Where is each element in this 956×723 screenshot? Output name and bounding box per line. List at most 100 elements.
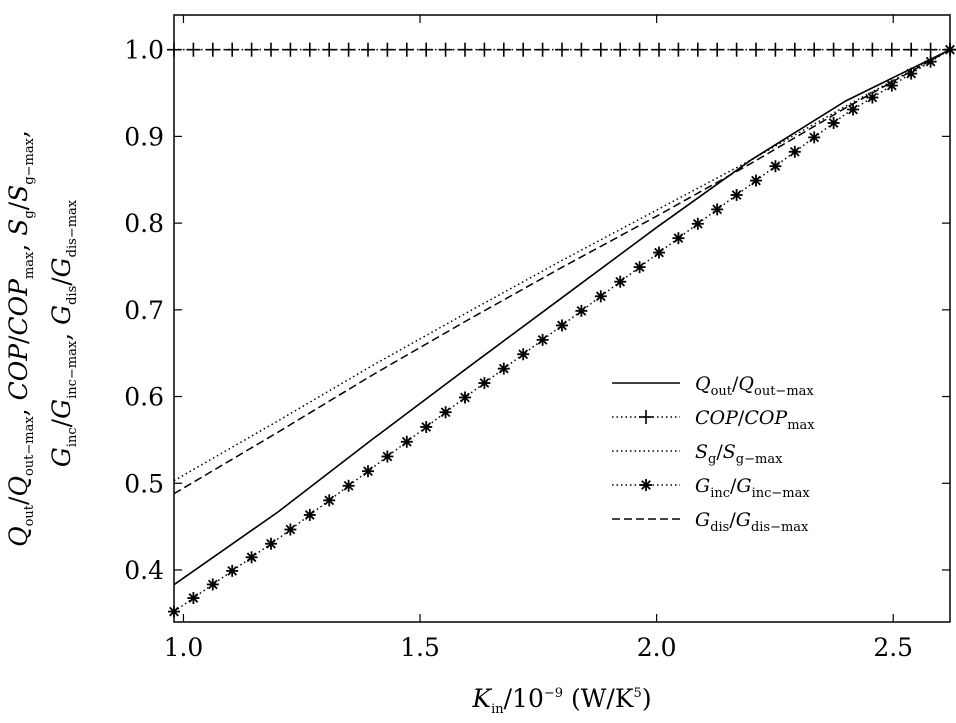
data-point: [749, 43, 763, 57]
x-axis-label: Kin/10−9 (W/K5): [471, 684, 651, 717]
data-point: [419, 43, 433, 57]
data-point: [459, 391, 471, 403]
y-tick-label: 1.0: [124, 36, 164, 65]
data-point: [865, 43, 879, 57]
data-point: [304, 509, 316, 521]
data-point: [536, 43, 550, 57]
data-point: [401, 436, 413, 448]
series-layer: [167, 43, 956, 618]
data-point: [634, 261, 646, 273]
data-point: [323, 494, 335, 506]
data-point: [828, 117, 840, 129]
data-point: [477, 43, 491, 57]
series-3: [168, 44, 956, 618]
series-0: [174, 50, 950, 585]
data-point: [556, 319, 568, 331]
data-point: [343, 480, 355, 492]
x-tick-label: 1.5: [400, 633, 440, 662]
data-point: [574, 43, 588, 57]
data-point: [652, 43, 666, 57]
data-point: [420, 421, 432, 433]
data-point: [186, 43, 200, 57]
data-point: [361, 43, 375, 57]
data-point: [478, 377, 490, 389]
data-point: [788, 43, 802, 57]
y-tick-label: 0.5: [124, 469, 164, 498]
data-point: [498, 363, 510, 375]
data-point: [731, 189, 743, 201]
data-point: [225, 43, 239, 57]
series-line: [174, 50, 950, 494]
data-point: [380, 43, 394, 57]
data-point: [458, 43, 472, 57]
data-point: [808, 131, 820, 143]
legend-label: Gdis/Gdis−max: [695, 509, 809, 535]
data-point: [516, 43, 530, 57]
data-point: [750, 175, 762, 187]
y-tick-label: 0.7: [124, 296, 164, 325]
data-point: [439, 43, 453, 57]
series-1: [167, 43, 956, 57]
data-point: [614, 276, 626, 288]
series-line: [174, 50, 950, 585]
data-point: [362, 465, 374, 477]
data-point: [381, 450, 393, 462]
legend-entry: Ginc/Ginc−max: [612, 475, 810, 501]
legend-marker: [640, 479, 652, 491]
data-point: [537, 334, 549, 346]
data-point: [207, 578, 219, 590]
data-point: [730, 43, 744, 57]
data-point: [400, 43, 414, 57]
data-point: [710, 43, 724, 57]
data-point: [264, 43, 278, 57]
data-point: [246, 551, 258, 563]
legend-label: Sg/Sg−max: [695, 441, 783, 467]
data-point: [342, 43, 356, 57]
data-point: [827, 43, 841, 57]
data-point: [846, 43, 860, 57]
data-point: [904, 43, 918, 57]
y-axis-label-line1: Qout/Qout−max, COP/COPmax, Sg/Sg−max,: [4, 130, 37, 547]
data-point: [789, 146, 801, 158]
y-tick-label: 0.8: [124, 209, 164, 238]
data-point: [885, 43, 899, 57]
ticks-layer: 1.0 1.5 2.0 2.5 0.4 0.5 0.6 0.7 0.8 0.9 1.0: [124, 15, 950, 662]
data-point: [769, 160, 781, 172]
data-point: [322, 43, 336, 57]
data-point: [807, 43, 821, 57]
data-point: [692, 218, 704, 230]
legend-entry: COP/COPmax: [612, 407, 815, 433]
data-point: [633, 43, 647, 57]
legend-entry: Sg/Sg−max: [612, 441, 783, 467]
data-point: [691, 43, 705, 57]
data-point: [187, 592, 199, 604]
data-point: [711, 203, 723, 215]
y-tick-label: 0.9: [124, 122, 164, 151]
legend-entry: Qout/Qout−max: [612, 373, 814, 399]
data-point: [924, 43, 938, 57]
legend-label: Qout/Qout−max: [695, 373, 814, 399]
data-point: [303, 43, 317, 57]
data-point: [283, 43, 297, 57]
x-tick-label: 1.0: [164, 633, 204, 662]
data-point: [497, 43, 511, 57]
y-tick-label: 0.6: [124, 383, 164, 412]
data-point: [613, 43, 627, 57]
data-point: [226, 565, 238, 577]
data-point: [847, 103, 859, 115]
y-tick-label: 0.4: [124, 556, 164, 585]
series-4: [174, 50, 950, 494]
legend-label: COP/COPmax: [695, 407, 815, 433]
legend: Qout/Qout−max COP/COPmax Sg/Sg−max Ginc/Gin…: [612, 373, 815, 535]
data-point: [886, 80, 898, 92]
x-tick-label: 2.5: [873, 633, 913, 662]
data-point: [206, 43, 220, 57]
data-point: [672, 232, 684, 244]
data-point: [575, 305, 587, 317]
data-point: [594, 43, 608, 57]
data-point: [168, 606, 180, 618]
legend-entry: Gdis/Gdis−max: [612, 509, 809, 535]
legend-label: Ginc/Ginc−max: [695, 475, 810, 501]
data-point: [245, 43, 259, 57]
